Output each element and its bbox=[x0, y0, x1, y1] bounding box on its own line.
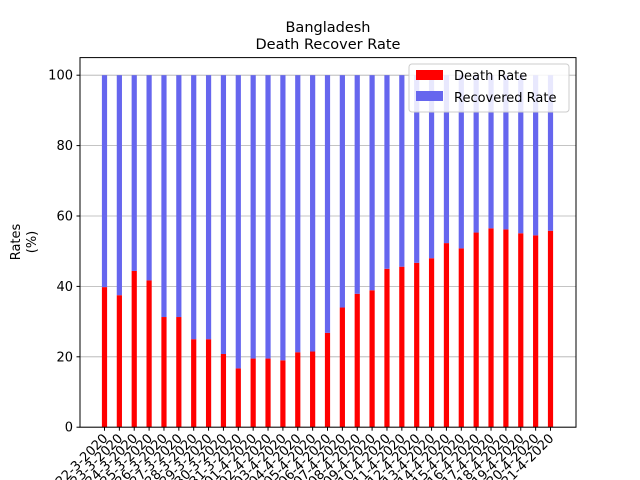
bar-recovered-rate-20 bbox=[399, 75, 405, 267]
y-tick-label: 0 bbox=[65, 421, 73, 436]
bar-death-rate-2 bbox=[131, 270, 137, 428]
bar-recovered-rate-6 bbox=[191, 75, 197, 340]
legend-swatch-recovered-rate bbox=[416, 91, 443, 101]
bar-death-rate-16 bbox=[339, 307, 345, 428]
bar-recovered-rate-22 bbox=[428, 75, 435, 259]
bar-recovered-rate-17 bbox=[354, 75, 360, 294]
y-axis-label: Rates (%) bbox=[9, 223, 40, 260]
y-axis-unit: (%) bbox=[25, 231, 40, 254]
bar-recovered-rate-12 bbox=[280, 75, 286, 361]
bar-recovered-rate-7 bbox=[205, 75, 212, 340]
legend: Death Rate Recovered Rate bbox=[408, 63, 570, 113]
bar-recovered-rate-15 bbox=[324, 75, 331, 333]
bars bbox=[101, 75, 554, 428]
bar-recovered-rate-19 bbox=[384, 75, 390, 269]
bar-death-rate-0 bbox=[101, 287, 108, 428]
bar-death-rate-25 bbox=[473, 232, 479, 428]
bar-death-rate-27 bbox=[503, 229, 509, 428]
bar-death-rate-3 bbox=[146, 280, 152, 428]
bar-recovered-rate-18 bbox=[369, 75, 375, 291]
bar-death-rate-5 bbox=[176, 317, 182, 428]
bar-recovered-rate-13 bbox=[295, 75, 301, 353]
bar-recovered-rate-26 bbox=[488, 75, 494, 229]
bar-recovered-rate-21 bbox=[414, 75, 420, 263]
bar-death-rate-9 bbox=[235, 368, 241, 428]
bar-death-rate-29 bbox=[533, 235, 539, 428]
bar-recovered-rate-2 bbox=[131, 75, 137, 271]
bar-recovered-rate-14 bbox=[310, 75, 316, 352]
bar-death-rate-7 bbox=[205, 339, 212, 428]
bar-recovered-rate-4 bbox=[161, 75, 167, 318]
bar-death-rate-6 bbox=[191, 339, 197, 428]
bar-death-rate-22 bbox=[428, 258, 435, 428]
chart-subtitle: Death Recover Rate bbox=[256, 37, 401, 53]
bar-death-rate-13 bbox=[295, 352, 301, 428]
bar-recovered-rate-0 bbox=[101, 75, 108, 288]
bar-death-rate-26 bbox=[488, 228, 494, 428]
y-tick-label: 60 bbox=[56, 210, 73, 225]
x-axis: 22-3-202023-3-202024-3-202025-3-202026-3… bbox=[53, 427, 557, 480]
bar-recovered-rate-28 bbox=[518, 75, 524, 234]
bar-death-rate-20 bbox=[399, 266, 405, 428]
bar-death-rate-18 bbox=[369, 290, 375, 428]
bar-recovered-rate-30 bbox=[547, 75, 554, 231]
bar-death-rate-24 bbox=[458, 248, 464, 428]
bar-recovered-rate-27 bbox=[503, 75, 509, 230]
bar-death-rate-19 bbox=[384, 268, 390, 428]
y-tick-label: 80 bbox=[56, 139, 73, 154]
bar-death-rate-30 bbox=[547, 230, 554, 428]
bar-recovered-rate-1 bbox=[116, 75, 122, 296]
bar-recovered-rate-11 bbox=[265, 75, 271, 359]
bar-recovered-rate-9 bbox=[235, 75, 241, 369]
bar-death-rate-10 bbox=[250, 358, 256, 428]
bar-death-rate-12 bbox=[280, 360, 286, 428]
bar-death-rate-23 bbox=[443, 243, 450, 428]
legend-label-death-rate: Death Rate bbox=[454, 69, 527, 84]
bar-death-rate-1 bbox=[116, 295, 122, 428]
bar-death-rate-8 bbox=[220, 353, 227, 428]
bar-recovered-rate-8 bbox=[220, 75, 227, 354]
y-tick-label: 40 bbox=[56, 280, 73, 295]
bar-recovered-rate-24 bbox=[458, 75, 464, 249]
legend-label-recovered-rate: Recovered Rate bbox=[454, 91, 557, 106]
bar-death-rate-21 bbox=[414, 262, 420, 428]
y-axis: 0 20 40 60 80 100 bbox=[48, 69, 80, 436]
bar-recovered-rate-5 bbox=[176, 75, 182, 318]
bar-death-rate-11 bbox=[265, 358, 271, 428]
bar-death-rate-4 bbox=[161, 317, 167, 428]
bar-death-rate-15 bbox=[324, 332, 331, 428]
legend-swatch-death-rate bbox=[416, 70, 443, 80]
bar-recovered-rate-25 bbox=[473, 75, 479, 233]
bar-death-rate-14 bbox=[310, 351, 316, 428]
chart-title: Bangladesh bbox=[285, 20, 370, 36]
bar-death-rate-17 bbox=[354, 293, 360, 428]
y-tick-label: 100 bbox=[48, 69, 73, 84]
bar-death-rate-28 bbox=[518, 233, 524, 428]
bar-recovered-rate-16 bbox=[339, 75, 345, 308]
bar-recovered-rate-29 bbox=[533, 75, 539, 236]
y-axis-title: Rates bbox=[9, 223, 24, 260]
bar-recovered-rate-10 bbox=[250, 75, 256, 359]
bar-recovered-rate-23 bbox=[443, 75, 450, 244]
bar-recovered-rate-3 bbox=[146, 75, 152, 281]
legend-frame bbox=[408, 63, 570, 113]
y-tick-label: 20 bbox=[56, 350, 73, 365]
